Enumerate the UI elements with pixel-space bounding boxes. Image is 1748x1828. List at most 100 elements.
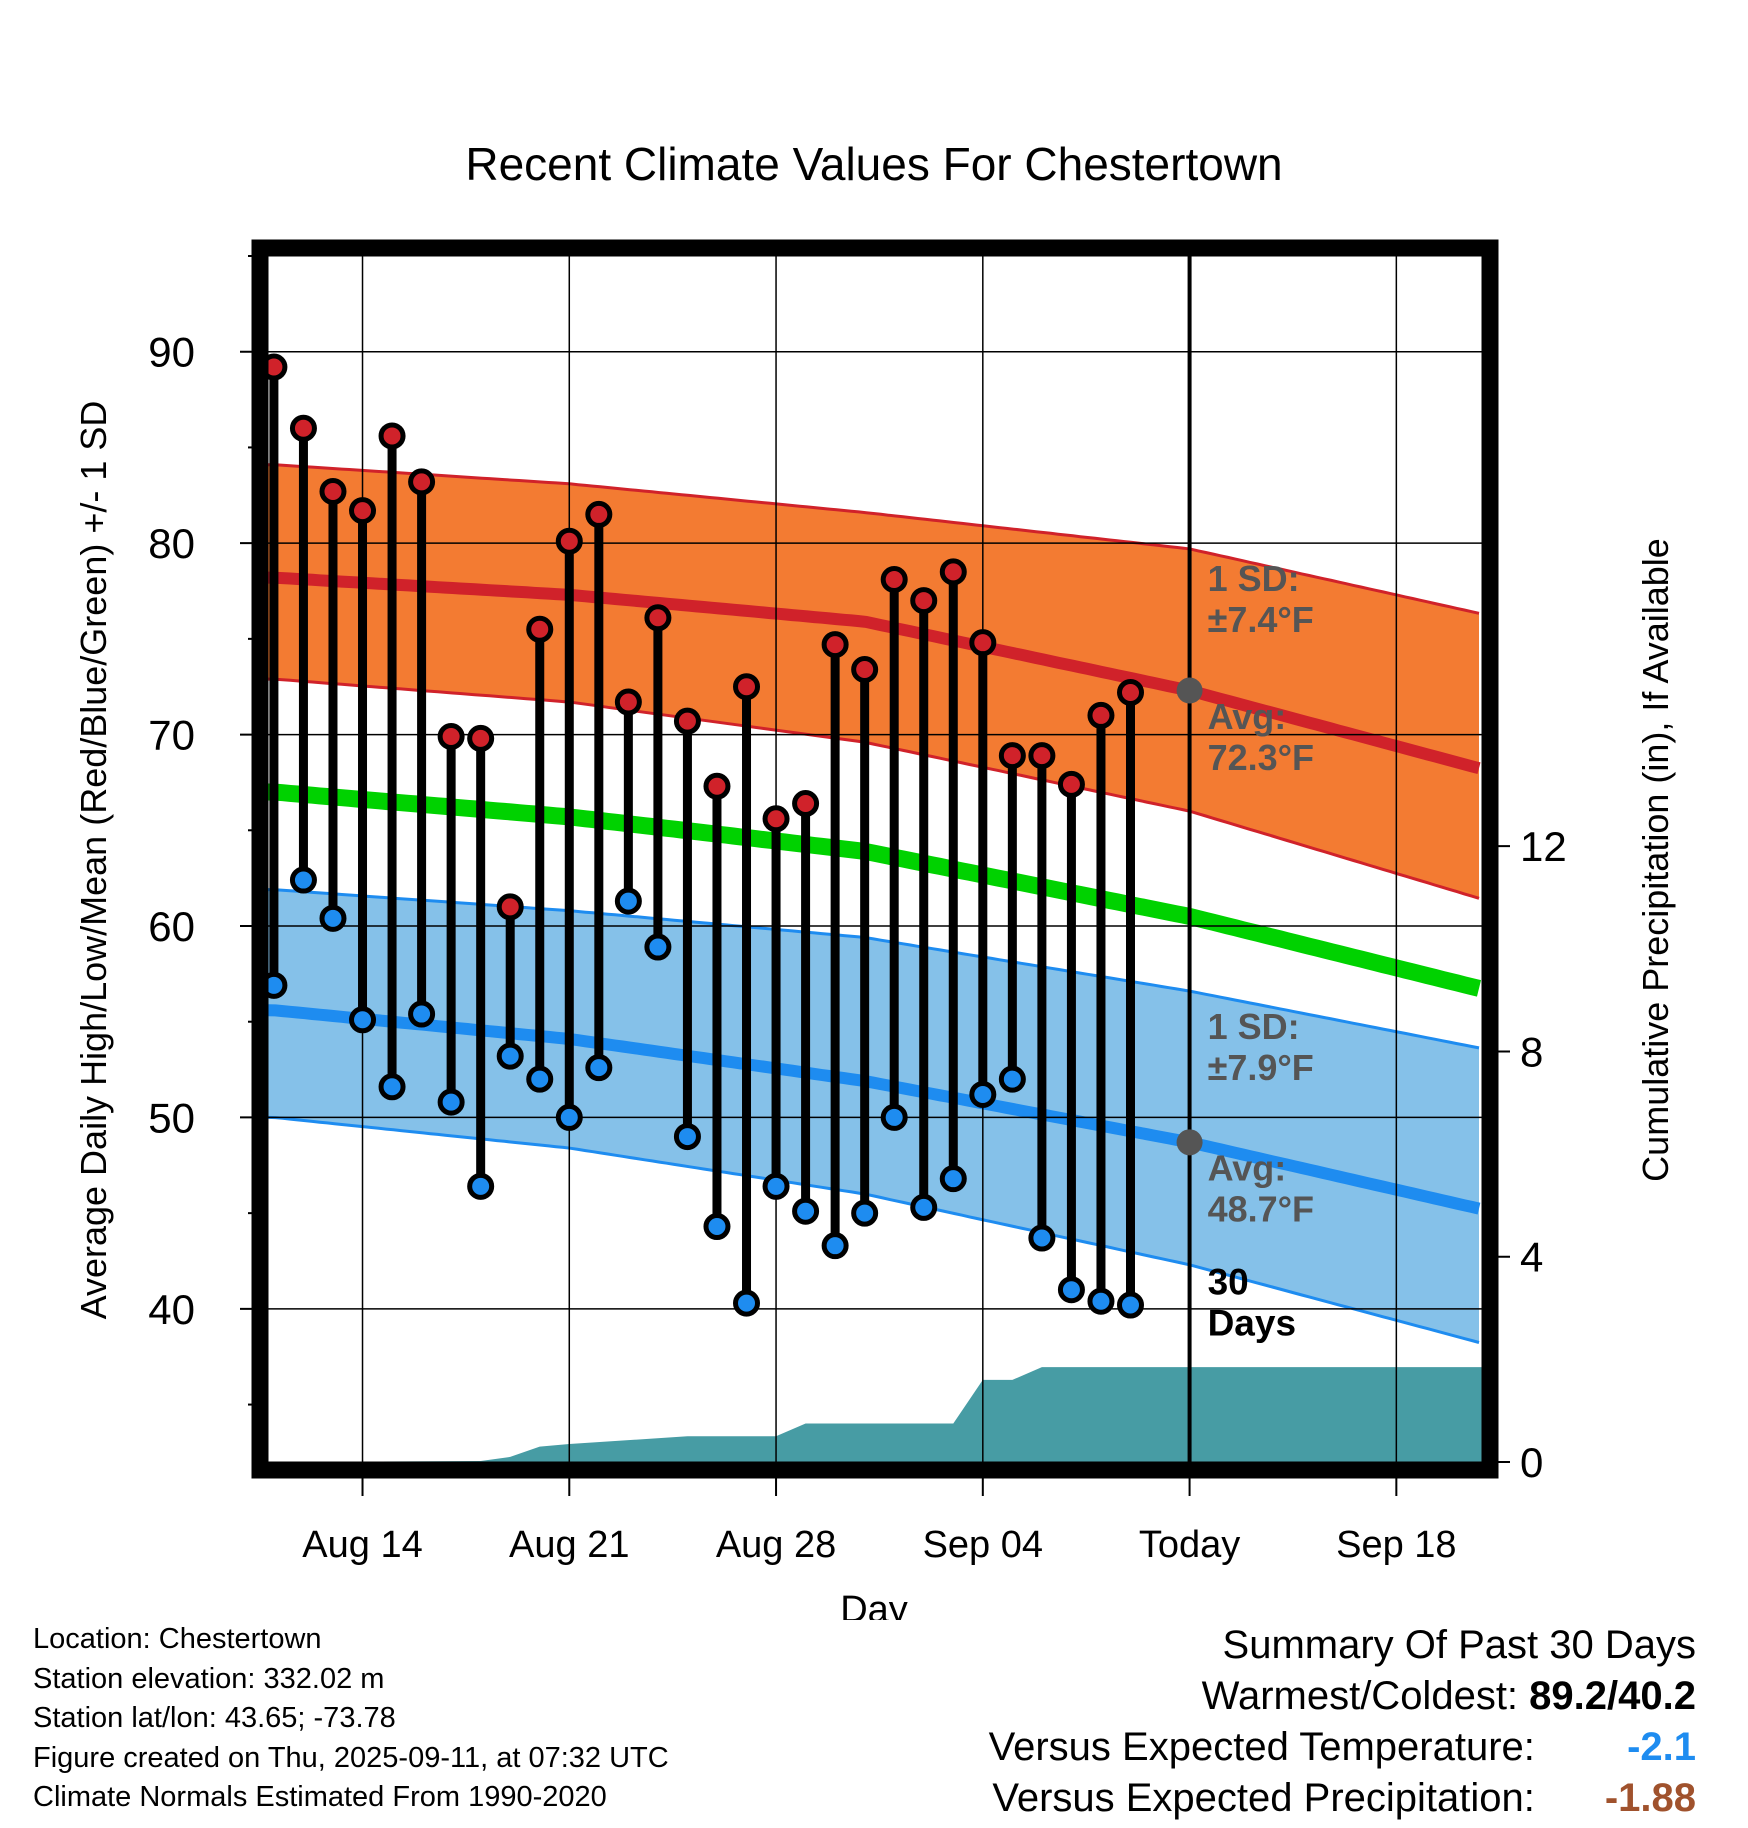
low-point	[467, 1172, 495, 1200]
warm-cold-label: Warmest/Coldest:	[1201, 1674, 1519, 1718]
left-tick-label: 80	[148, 520, 195, 567]
axes: 40 50 60 70 80 90 0 4 8 12 Aug 14 Aug 21 Aug 28 Sep 0…	[148, 255, 1567, 1566]
temp-vs-expected-label: Versus Expected Temperature:	[988, 1725, 1535, 1769]
high-avg-annotation-line: 72.3°F	[1208, 737, 1314, 778]
low-point	[939, 1165, 967, 1193]
temp-vs-expected-value: -2.1	[1627, 1725, 1696, 1769]
chart-title: Recent Climate Values For Chestertown	[465, 138, 1282, 190]
left-tick-label: 90	[148, 329, 195, 376]
high-point	[349, 497, 377, 525]
low-point	[289, 866, 317, 894]
left-tick-label: 70	[148, 712, 195, 759]
right-tick-label: 4	[1520, 1234, 1543, 1281]
low-point	[408, 1000, 436, 1028]
elevation-text: Station elevation: 332.02 m	[33, 1662, 385, 1695]
low-point	[378, 1073, 406, 1101]
low-point	[792, 1197, 820, 1225]
low-point	[703, 1213, 731, 1241]
x-tick-label: Aug 21	[509, 1524, 629, 1566]
precip-vs-expected-label: Versus Expected Precipitation:	[992, 1776, 1535, 1820]
precip-window-annotation-line: 30	[1208, 1261, 1249, 1302]
high-point	[880, 566, 908, 594]
high-point	[585, 500, 613, 528]
left-tick-label: 60	[148, 903, 195, 950]
low-point	[673, 1123, 701, 1151]
x-axis-label: Day	[840, 1589, 908, 1620]
today-low-avg-marker	[1176, 1129, 1203, 1156]
high-point	[821, 631, 849, 659]
high-point	[289, 414, 317, 442]
summary-heading: Summary Of Past 30 Days	[1222, 1623, 1696, 1667]
high-sd-annotation-line: 1 SD:	[1208, 558, 1300, 599]
high-point	[378, 422, 406, 450]
low-point	[1028, 1224, 1056, 1252]
normal-mean-line	[267, 783, 1482, 997]
low-point	[762, 1172, 790, 1200]
x-tick-label: Aug 14	[302, 1524, 422, 1566]
low-sd-annotation-line: 1 SD:	[1208, 1006, 1300, 1047]
right-tick-label: 12	[1520, 823, 1567, 870]
station-info: Location: Chestertown Station elevation:…	[33, 1620, 669, 1818]
high-point	[792, 789, 820, 817]
low-point	[585, 1054, 613, 1082]
low-point	[1057, 1276, 1085, 1304]
high-point	[1028, 742, 1056, 770]
low-point	[880, 1103, 908, 1131]
normal-high-sd-lower-line	[267, 677, 1480, 900]
x-tick-label: Sep 18	[1336, 1524, 1456, 1566]
high-point	[526, 615, 554, 643]
plot-frame	[251, 239, 1499, 1479]
x-tick-label: Aug 28	[716, 1524, 836, 1566]
low-point	[349, 1006, 377, 1034]
high-point	[614, 688, 642, 716]
high-avg-annotation-line: Avg:	[1208, 696, 1287, 737]
normals-text: Climate Normals Estimated From 1990-2020	[33, 1781, 607, 1813]
normal-low-mean-line	[267, 1004, 1481, 1215]
high-point	[408, 468, 436, 496]
high-point	[644, 604, 672, 632]
high-point	[1087, 701, 1115, 729]
x-tick-label: Sep 04	[923, 1524, 1043, 1566]
high-point	[969, 629, 997, 657]
precip-window-annotation-line: Days	[1208, 1302, 1296, 1343]
high-point	[910, 587, 938, 615]
low-point	[496, 1042, 524, 1070]
low-point	[821, 1232, 849, 1260]
high-point	[939, 558, 967, 586]
high-point	[1057, 770, 1085, 798]
normal-low-sd-lower-line	[267, 1115, 1480, 1344]
created-text: Figure created on Thu, 2025-09-11, at 07…	[33, 1741, 669, 1774]
low-point	[910, 1193, 938, 1221]
climate-chart: Recent Climate Values For Chestertown 1 …	[73, 138, 1676, 1620]
y-axis-label-right: Cumulative Precipitation (in), If Availa…	[1635, 538, 1676, 1182]
location-text: Location: Chestertown	[33, 1623, 322, 1655]
right-tick-label: 0	[1520, 1439, 1543, 1486]
low-point	[1087, 1287, 1115, 1315]
high-point	[1117, 678, 1145, 706]
low-point	[437, 1088, 465, 1116]
precip-vs-expected-value: -1.88	[1604, 1776, 1696, 1820]
high-point	[703, 772, 731, 800]
low-point	[998, 1065, 1026, 1093]
high-sd-annotation-line: ±7.4°F	[1208, 599, 1314, 640]
low-point	[614, 887, 642, 915]
low-avg-annotation-line: 48.7°F	[1208, 1189, 1314, 1230]
low-point	[555, 1103, 583, 1131]
normal-high-mean-line	[267, 571, 1481, 775]
high-point	[733, 673, 761, 701]
high-point	[762, 805, 790, 833]
latlon-text: Station lat/lon: 43.65; -73.78	[33, 1702, 396, 1734]
x-tick-label: Today	[1139, 1524, 1240, 1566]
high-point	[851, 655, 879, 683]
low-point	[644, 933, 672, 961]
low-point	[526, 1065, 554, 1093]
today-high-avg-marker	[1176, 677, 1203, 704]
high-point	[437, 722, 465, 750]
low-point	[319, 904, 347, 932]
right-tick-label: 8	[1520, 1028, 1543, 1075]
low-sd-annotation-line: ±7.9°F	[1208, 1047, 1314, 1088]
high-point	[673, 707, 701, 735]
low-point	[851, 1199, 879, 1227]
left-tick-label: 40	[148, 1286, 195, 1333]
